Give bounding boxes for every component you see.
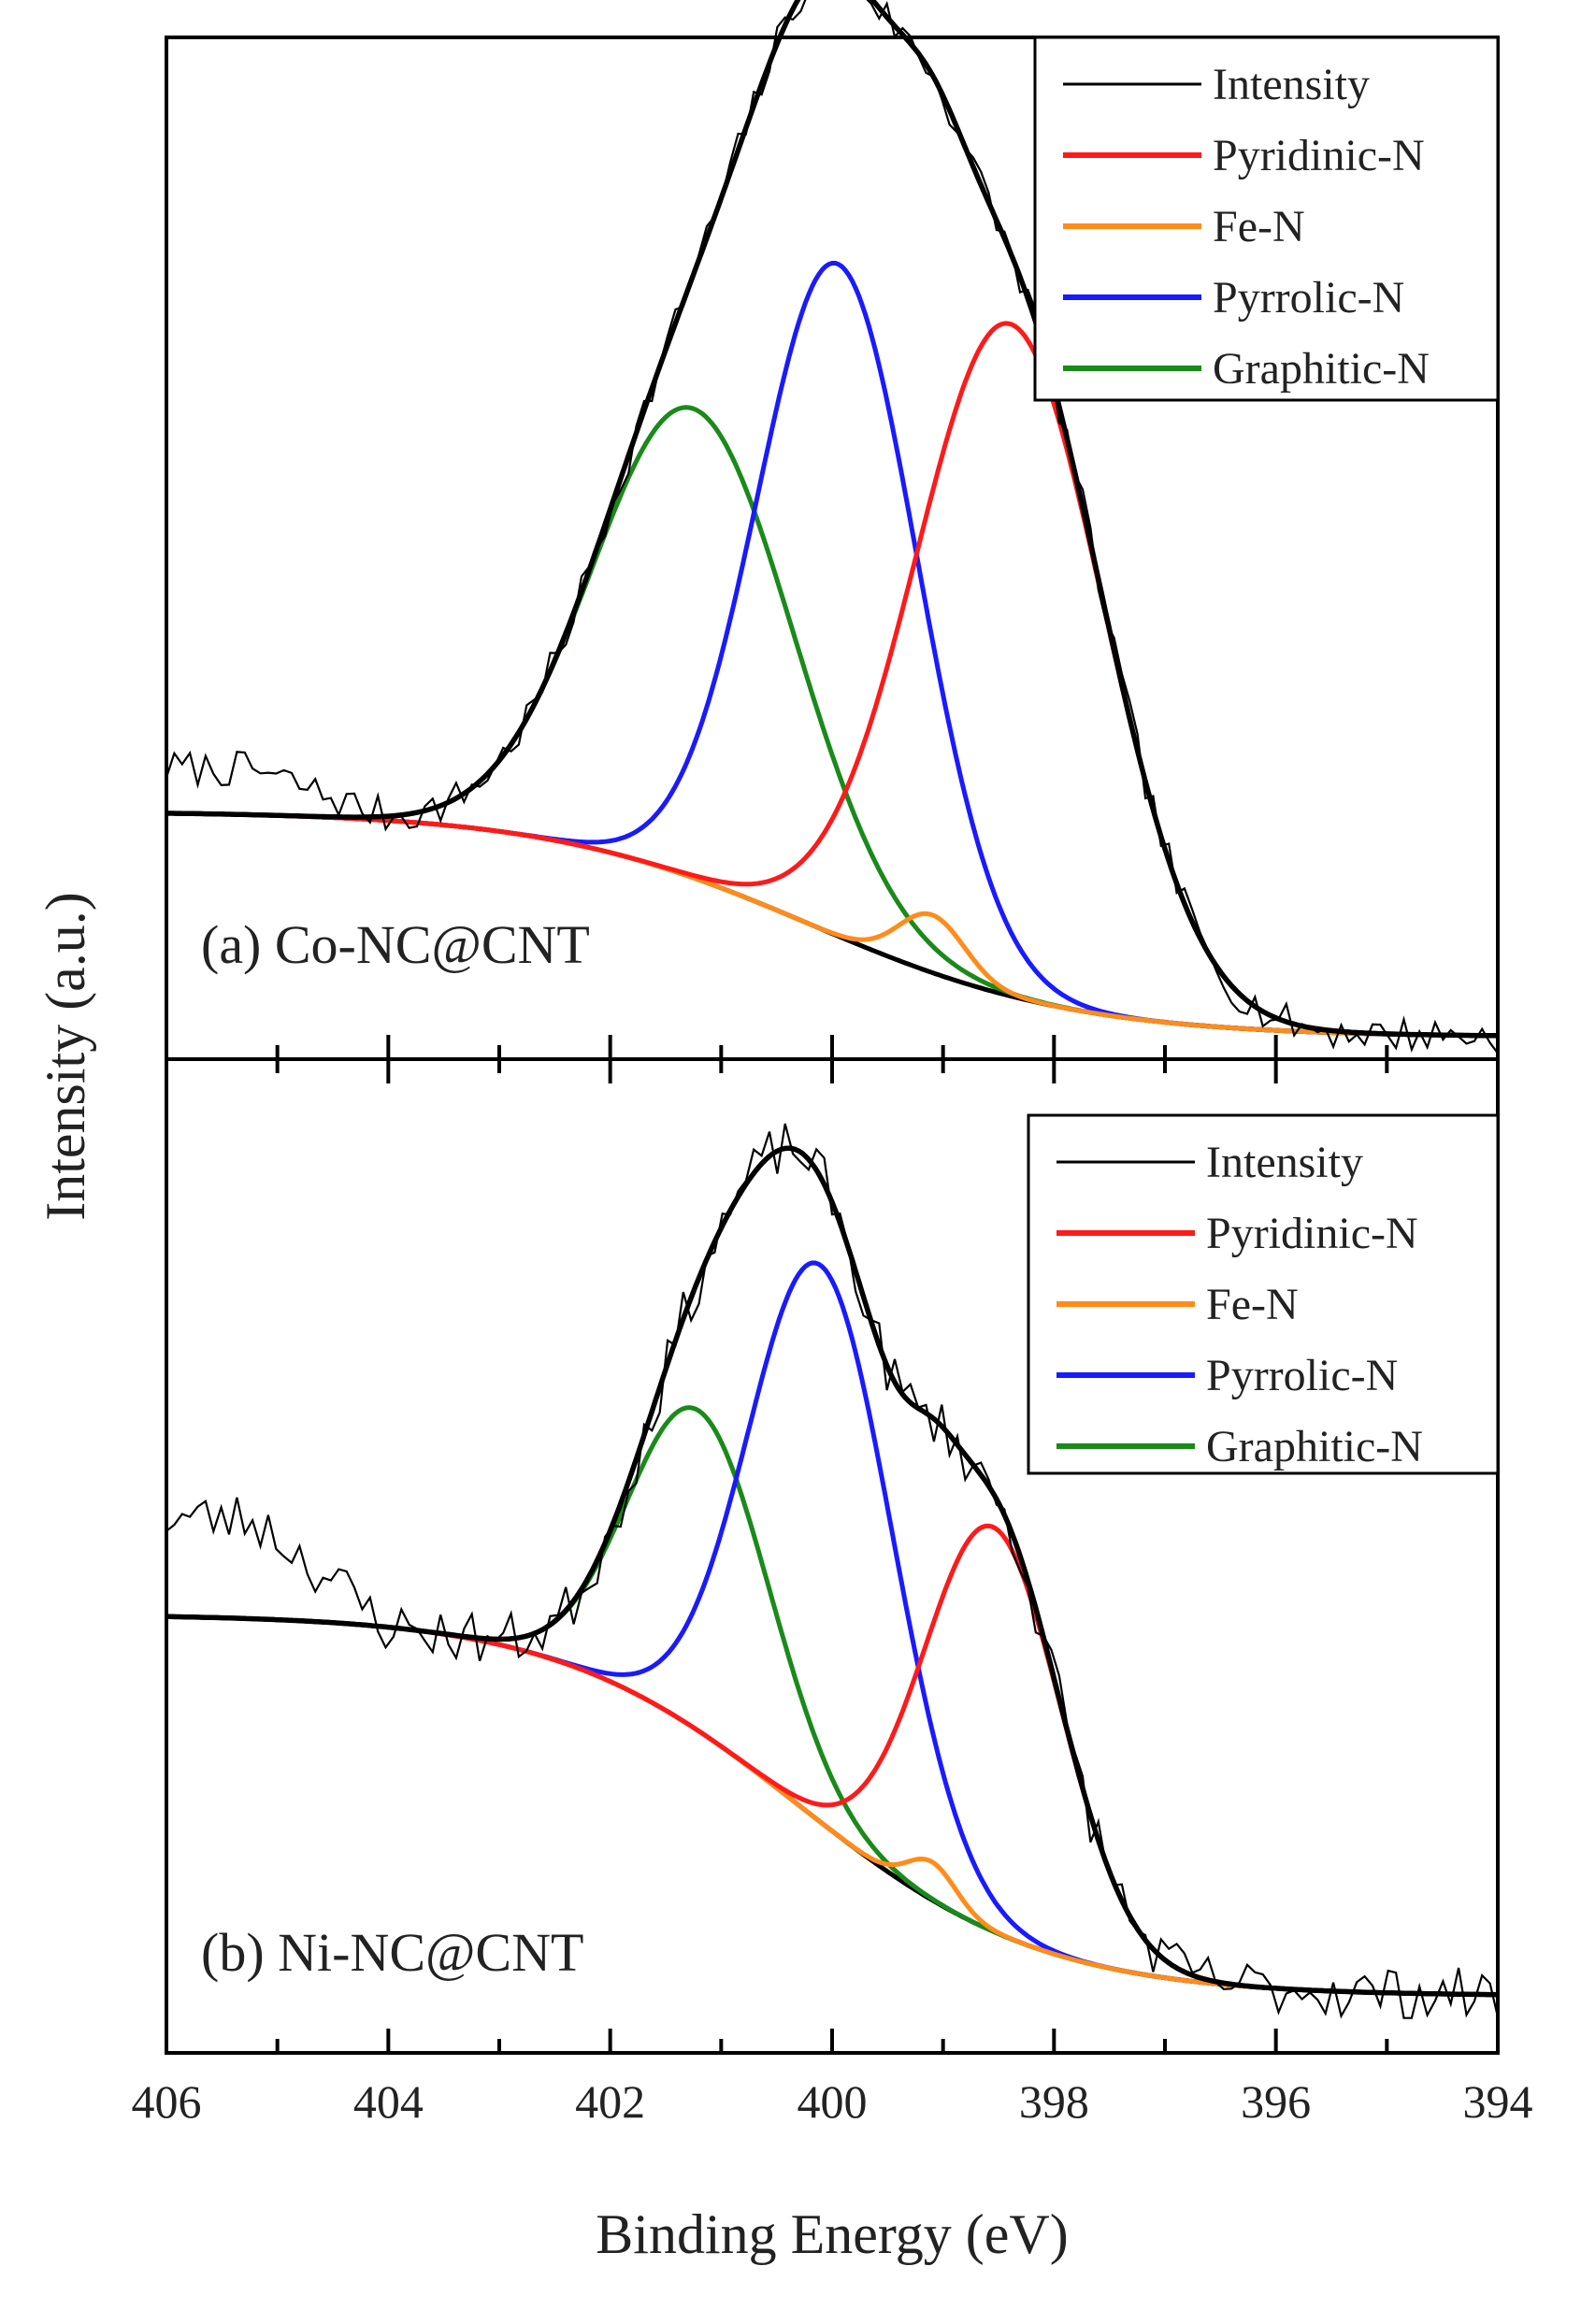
panel-1-label: (a) Co-NC@CNT [201,914,590,975]
legend-1-graphitic-n-label: Graphitic-N [1213,344,1430,394]
panel-1-legend-box [1033,36,1500,402]
legend-2-fe-n-label: Fe-N [1206,1280,1299,1329]
x-axis-title: Binding Energy (eV) [596,2203,1068,2265]
panel-2-legend-box [1027,1113,1500,1475]
panel-1-fitted-envelope [165,0,1499,1039]
y-axis-title: Intensity (a.u.) [35,892,96,1221]
legend-2-pyridinic-n-label: Pyridinic-N [1206,1209,1418,1258]
panel-2-label: (b) Ni-NC@CNT [201,1922,583,1983]
legend-2-pyrrolic-n-label: Pyrrolic-N [1206,1351,1398,1400]
x-tick-label: 400 [798,2075,868,2128]
curve-layer [165,0,1500,2019]
legend-1-fe-n-label: Fe-N [1213,202,1305,251]
x-tick-label: 404 [353,2075,424,2128]
legend-1-intensity-label: Intensity [1213,60,1370,109]
legend-1-pyridinic-n-label: Pyridinic-N [1213,131,1425,180]
x-tick-label: 398 [1019,2075,1089,2128]
legend-2-intensity-label: Intensity [1206,1138,1363,1187]
legend-2-graphitic-n-label: Graphitic-N [1206,1422,1423,1471]
legend-1-pyrrolic-n-label: Pyrrolic-N [1213,273,1404,323]
x-tick-label: 396 [1241,2075,1311,2128]
x-tick-label: 402 [575,2075,645,2128]
x-tick-label: 394 [1463,2075,1533,2128]
legend-layer: Intensity Pyridinic-N Fe-N Pyrrolic-N Graphi… [1027,36,1500,1475]
x-tick-label: 406 [132,2075,202,2128]
panel-2-intensity-raw [165,1123,1500,2019]
text-layer: Binding Energy (eV) Intensity (a.u.) (a)… [35,892,1533,2265]
panel-2-fitted-envelope [166,1145,1499,1998]
frame-layer [165,36,1500,2055]
